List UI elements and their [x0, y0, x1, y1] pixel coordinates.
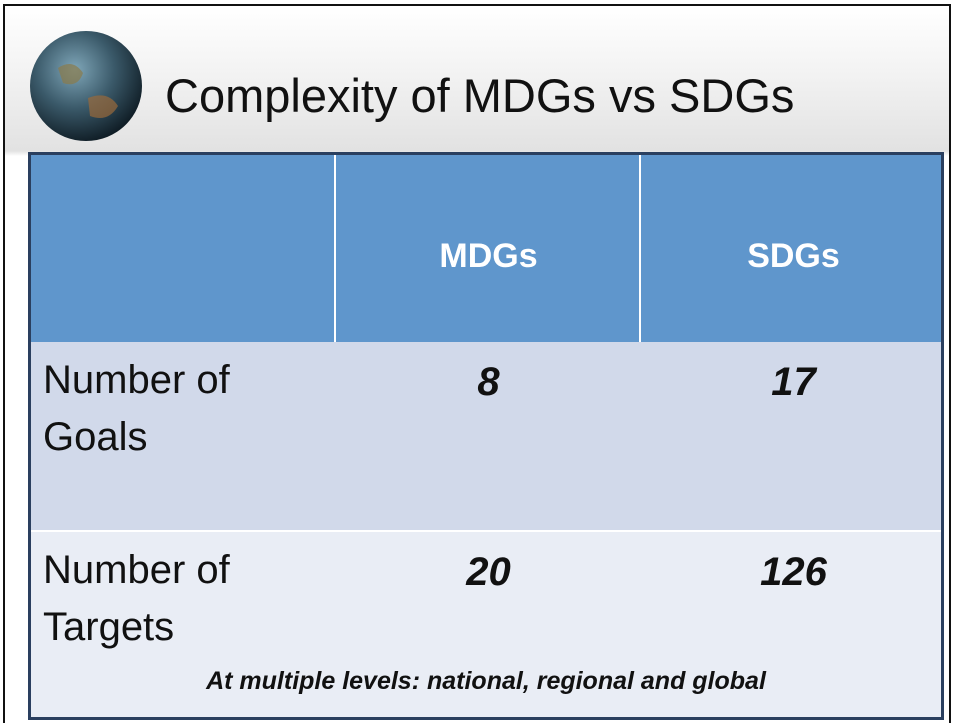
table-note: At multiple levels: national, regional a…: [206, 667, 766, 695]
column-header: SDGs: [747, 237, 840, 275]
header-cell: MDGs: [336, 155, 641, 342]
comparison-table: MDGs SDGs Number of Goals 8 17 Number of…: [28, 152, 944, 720]
slide-title: Complexity of MDGs vs SDGs: [165, 69, 795, 122]
row-label: Number of Goals: [43, 358, 230, 459]
header-cell: SDGs: [641, 155, 941, 342]
column-header: MDGs: [439, 237, 538, 275]
header-cell: [31, 155, 336, 342]
globe-icon: [30, 31, 142, 141]
cell-value: 17: [771, 360, 816, 404]
cell-value: 20: [466, 550, 511, 594]
cell-value: 126: [760, 550, 827, 594]
table-row: Number of Goals 8 17: [31, 342, 941, 532]
row-label: Number of Targets: [43, 548, 230, 649]
cell-value: 8: [477, 360, 500, 404]
table-row: Number of Targets 20 126: [31, 532, 941, 717]
